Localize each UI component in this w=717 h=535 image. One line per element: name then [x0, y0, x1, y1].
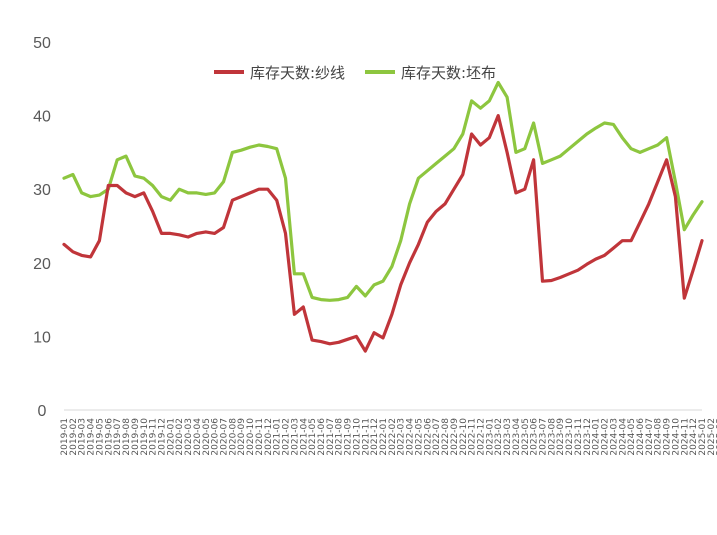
legend-label: 库存天数:纱线 — [250, 64, 345, 82]
x-tick-label: 2024-08 — [654, 418, 664, 456]
x-tick-label: 2024-03 — [609, 418, 619, 456]
x-tick-label: 2019-08 — [122, 418, 132, 456]
x-tick-label: 2023-05 — [521, 418, 531, 456]
x-tick-label: 2020-04 — [193, 418, 203, 456]
y-tick-label: 50 — [33, 35, 51, 52]
x-tick-label: 2023-03 — [503, 418, 513, 456]
x-tick-label: 2022-07 — [432, 418, 442, 456]
x-tick-label: 2021-02 — [282, 418, 292, 456]
x-axis: 2019-012019-022019-032019-042019-052019-… — [60, 418, 717, 456]
x-tick-label: 2022-12 — [476, 418, 486, 456]
x-tick-label: 2020-09 — [237, 418, 247, 456]
x-tick-label: 2021-04 — [299, 418, 309, 456]
x-tick-label: 2019-11 — [149, 418, 159, 456]
x-tick-label: 2023-11 — [574, 418, 584, 456]
x-tick-label: 2022-08 — [441, 418, 451, 456]
x-tick-label: 2021-12 — [370, 418, 380, 456]
x-tick-label: 2024-05 — [627, 418, 637, 456]
x-tick-label: 2023-08 — [547, 418, 557, 456]
x-tick-label: 2019-10 — [140, 418, 150, 456]
x-tick-label: 2021-05 — [308, 418, 318, 456]
x-tick-label: 2022-02 — [388, 418, 398, 456]
x-tick-label: 2023-04 — [512, 418, 522, 456]
x-tick-label: 2020-11 — [255, 418, 265, 456]
x-tick-label: 2023-06 — [530, 418, 540, 456]
x-tick-label: 2024-07 — [645, 418, 655, 456]
series-line — [62, 80, 704, 302]
series-layer — [62, 80, 704, 353]
x-tick-label: 2022-01 — [379, 418, 389, 456]
x-tick-label: 2024-06 — [636, 418, 646, 456]
x-tick-label: 2023-09 — [556, 418, 566, 456]
x-tick-label: 2020-06 — [211, 418, 221, 456]
x-tick-label: 2019-03 — [78, 418, 88, 456]
x-tick-label: 2024-09 — [663, 418, 673, 456]
y-axis: 0 10 20 30 40 50 — [33, 35, 51, 420]
x-tick-label: 2024-01 — [592, 418, 602, 456]
x-tick-label: 2019-01 — [60, 418, 70, 456]
x-tick-label: 2020-12 — [264, 418, 274, 456]
x-tick-label: 2024-02 — [601, 418, 611, 456]
x-tick-label: 2023-10 — [565, 418, 575, 456]
x-tick-label: 2020-07 — [220, 418, 230, 456]
x-tick-label: 2022-06 — [423, 418, 433, 456]
x-tick-label: 2025-03 — [716, 418, 717, 456]
x-tick-label: 2020-10 — [246, 418, 256, 456]
x-tick-label: 2024-10 — [671, 418, 681, 456]
x-tick-label: 2020-01 — [166, 418, 176, 456]
legend: 库存天数:纱线 库存天数:坯布 — [214, 64, 496, 82]
x-tick-label: 2019-09 — [131, 418, 141, 456]
x-tick-label: 2021-07 — [326, 418, 336, 456]
x-tick-label: 2021-11 — [361, 418, 371, 456]
x-tick-label: 2025-02 — [707, 418, 717, 456]
x-tick-label: 2019-12 — [157, 418, 167, 456]
x-tick-label: 2022-10 — [459, 418, 469, 456]
x-tick-label: 2020-05 — [202, 418, 212, 456]
y-tick-label: 0 — [38, 403, 47, 420]
y-tick-label: 20 — [33, 256, 51, 273]
x-tick-label: 2024-04 — [618, 418, 628, 456]
x-tick-label: 2022-05 — [414, 418, 424, 456]
x-tick-label: 2023-01 — [485, 418, 495, 456]
x-tick-label: 2019-07 — [113, 418, 123, 456]
x-tick-label: 2021-01 — [273, 418, 283, 456]
x-tick-label: 2019-06 — [104, 418, 114, 456]
y-tick-label: 40 — [33, 109, 51, 126]
x-tick-label: 2021-03 — [290, 418, 300, 456]
x-tick-label: 2019-05 — [95, 418, 105, 456]
x-tick-label: 2022-09 — [450, 418, 460, 456]
series-line — [62, 113, 704, 353]
x-tick-label: 2024-12 — [689, 418, 699, 456]
x-tick-label: 2025-01 — [698, 418, 708, 456]
x-tick-label: 2020-02 — [175, 418, 185, 456]
x-tick-label: 2021-06 — [317, 418, 327, 456]
x-tick-label: 2024-11 — [680, 418, 690, 456]
x-tick-label: 2020-08 — [228, 418, 238, 456]
x-tick-label: 2022-04 — [406, 418, 416, 456]
x-tick-label: 2023-02 — [494, 418, 504, 456]
x-tick-label: 2021-08 — [335, 418, 345, 456]
x-tick-label: 2022-11 — [468, 418, 478, 456]
x-tick-label: 2023-12 — [583, 418, 593, 456]
x-tick-label: 2020-03 — [184, 418, 194, 456]
x-tick-label: 2023-07 — [539, 418, 549, 456]
legend-label: 库存天数:坯布 — [401, 64, 496, 82]
x-tick-label: 2021-09 — [344, 418, 354, 456]
x-tick-label: 2021-10 — [352, 418, 362, 456]
y-tick-label: 30 — [33, 182, 51, 199]
x-tick-label: 2022-03 — [397, 418, 407, 456]
y-tick-label: 10 — [33, 329, 51, 346]
x-tick-label: 2019-02 — [69, 418, 79, 456]
x-tick-label: 2019-04 — [87, 418, 97, 456]
